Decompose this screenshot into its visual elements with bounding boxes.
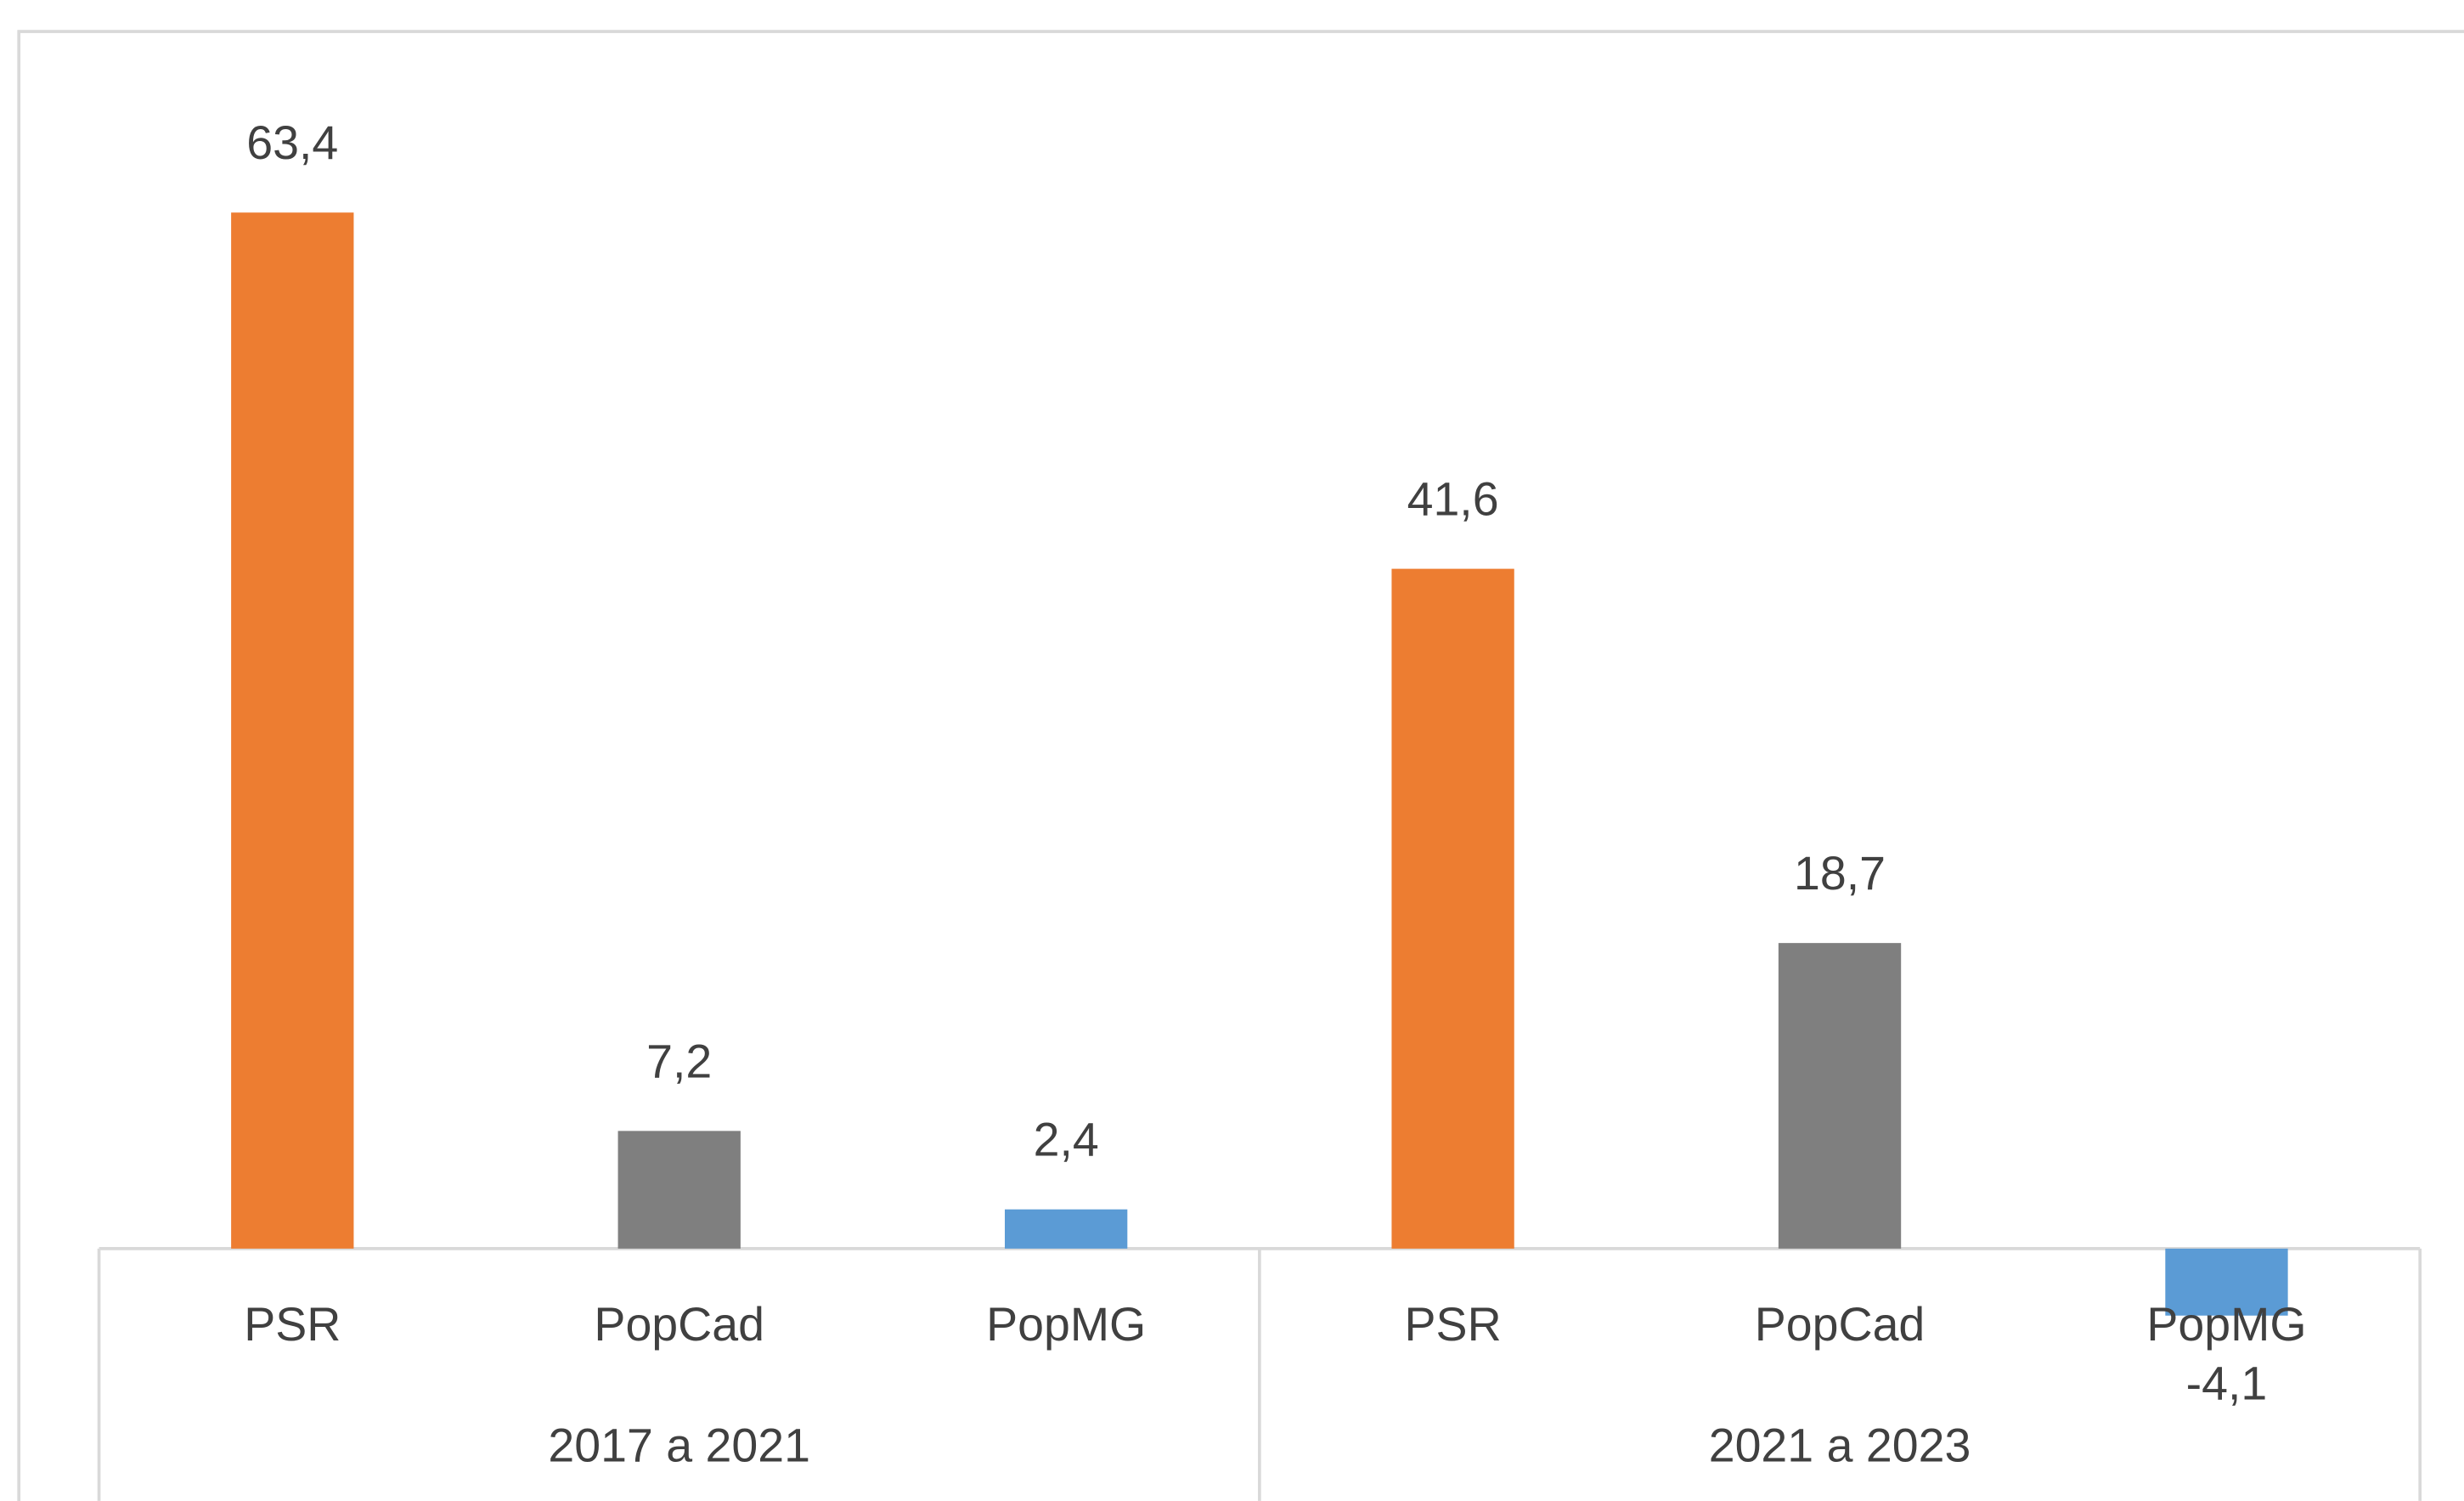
x-tick-label: PSR xyxy=(1405,1298,1502,1351)
bar xyxy=(2165,1248,2288,1316)
x-tick-label: PopCad xyxy=(594,1298,764,1351)
bar xyxy=(1778,943,1902,1249)
bar xyxy=(617,1131,741,1249)
x-tick-label: PSR xyxy=(244,1298,341,1351)
bar xyxy=(1391,568,1514,1249)
group-label: 2021 a 2023 xyxy=(1709,1419,1971,1472)
data-label: 18,7 xyxy=(1794,847,1886,900)
data-label: 2,4 xyxy=(1034,1114,1099,1166)
x-tick-label: PopMG xyxy=(986,1298,1146,1351)
data-label: 41,6 xyxy=(1407,473,1499,526)
chart-border xyxy=(17,30,2464,1501)
data-label: 7,2 xyxy=(646,1035,712,1087)
group-label: 2017 a 2021 xyxy=(548,1419,810,1472)
bar xyxy=(231,212,354,1249)
data-label: 63,4 xyxy=(246,116,338,169)
bar xyxy=(1005,1209,1128,1249)
data-label: -4,1 xyxy=(2186,1357,2268,1409)
x-tick-label: PopMG xyxy=(2146,1298,2306,1351)
x-tick-label: PopCad xyxy=(1755,1298,1926,1351)
